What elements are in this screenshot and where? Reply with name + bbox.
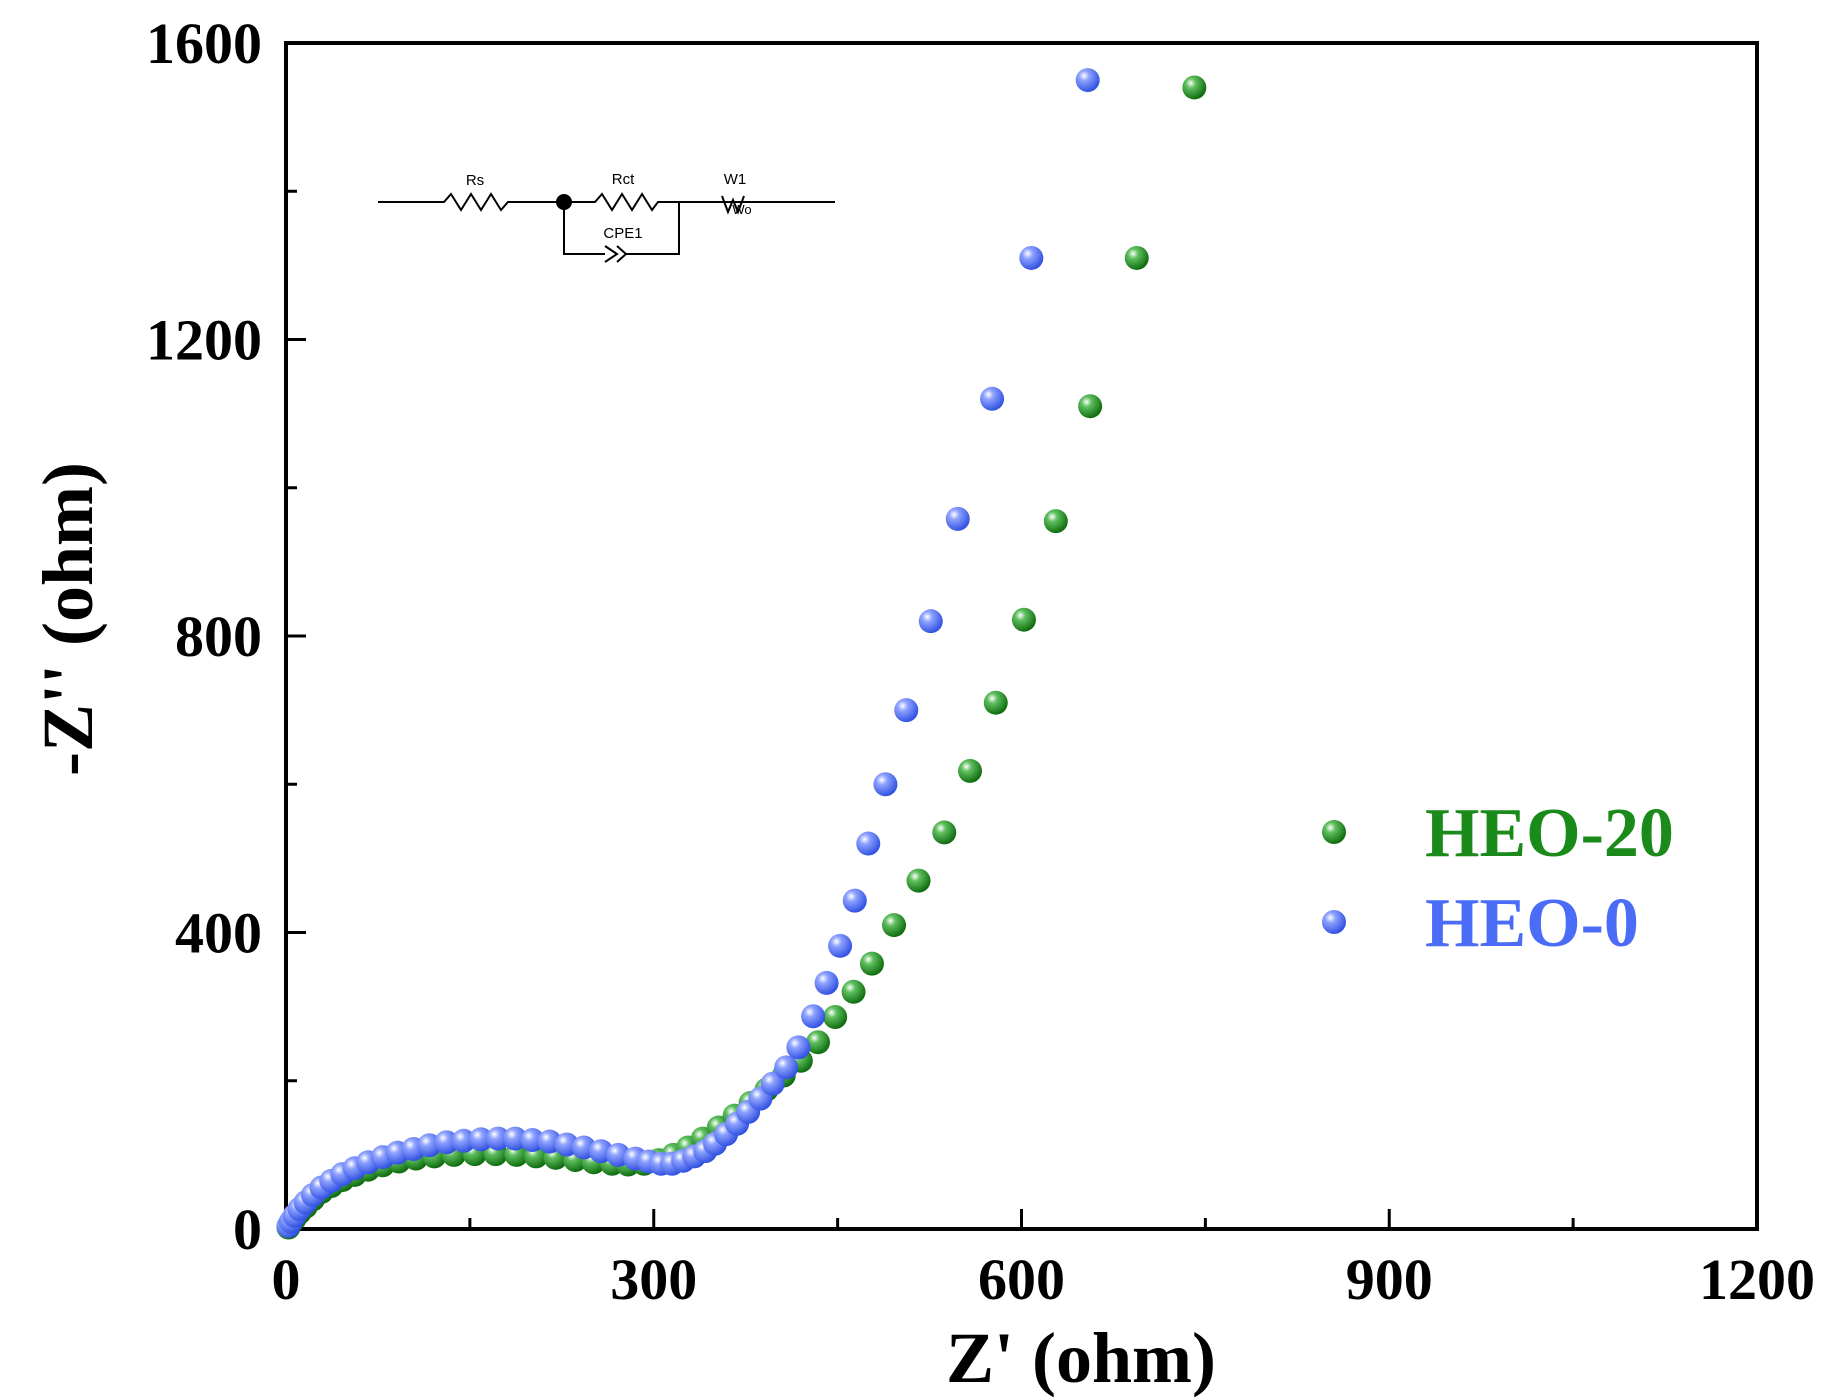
data-point bbox=[1075, 68, 1100, 93]
data-point bbox=[801, 1004, 826, 1029]
y-axis-title: -Z'' (ohm) bbox=[28, 462, 108, 776]
series-heo-0 bbox=[276, 68, 1100, 1239]
x-axis-title: Z' (ohm) bbox=[946, 1318, 1216, 1398]
x-tick-label: 300 bbox=[610, 1247, 697, 1312]
rct-label: Rct bbox=[612, 171, 635, 188]
rs-label: Rs bbox=[466, 172, 484, 189]
y-tick-label: 400 bbox=[175, 901, 262, 966]
data-point bbox=[894, 698, 919, 723]
data-point bbox=[823, 1005, 848, 1030]
data-point bbox=[1124, 245, 1149, 270]
x-tick-label: 0 bbox=[272, 1247, 301, 1312]
data-point bbox=[882, 913, 907, 938]
data-point bbox=[786, 1035, 811, 1060]
data-point bbox=[980, 386, 1005, 411]
data-point bbox=[1043, 509, 1068, 534]
y-tick-label: 0 bbox=[233, 1197, 262, 1262]
data-point bbox=[906, 868, 931, 893]
data-point bbox=[983, 690, 1008, 715]
axes bbox=[284, 41, 1759, 1231]
cpe1-label: CPE1 bbox=[603, 225, 642, 242]
y-tick-label: 1600 bbox=[146, 11, 262, 76]
x-tick-label: 600 bbox=[978, 1247, 1065, 1312]
series-heo-20 bbox=[276, 75, 1207, 1240]
data-point bbox=[873, 772, 898, 797]
data-point bbox=[1078, 394, 1103, 419]
data-point bbox=[856, 831, 881, 856]
equivalent-circuit-inset: Rs Rct W1 CPE1 Wo bbox=[378, 171, 835, 263]
y-tick-label: 1200 bbox=[146, 308, 262, 373]
legend-label-heo-0: HEO-0 bbox=[1425, 885, 1639, 962]
warburg-element bbox=[721, 195, 745, 215]
data-point bbox=[932, 820, 957, 845]
data-point bbox=[842, 888, 867, 913]
data-point bbox=[841, 979, 866, 1004]
plot-frame bbox=[284, 41, 1759, 1231]
data-points bbox=[276, 68, 1207, 1240]
data-point bbox=[918, 609, 943, 634]
data-point bbox=[814, 970, 839, 995]
data-point bbox=[451, 1128, 476, 1153]
data-point bbox=[774, 1055, 799, 1080]
w1-label: W1 bbox=[724, 171, 747, 188]
data-point bbox=[468, 1127, 493, 1152]
data-point bbox=[486, 1126, 511, 1151]
x-tick-label: 1200 bbox=[1699, 1247, 1815, 1312]
data-point bbox=[503, 1126, 528, 1151]
data-point bbox=[806, 1030, 831, 1055]
data-point bbox=[859, 951, 884, 976]
x-axis-ticks: 0 300 600 900 1200 bbox=[272, 1209, 1815, 1312]
legend-label-heo-20: HEO-20 bbox=[1425, 795, 1674, 872]
data-point bbox=[520, 1128, 545, 1153]
y-tick-label: 800 bbox=[175, 604, 262, 669]
wo-label: Wo bbox=[732, 202, 751, 217]
legend-marker-heo-0 bbox=[1322, 910, 1346, 934]
data-point bbox=[1182, 75, 1207, 100]
data-point bbox=[760, 1071, 785, 1096]
data-point bbox=[828, 933, 853, 958]
data-point bbox=[945, 506, 970, 531]
y-axis-ticks: 0 400 800 1200 1600 bbox=[146, 11, 306, 1262]
circuit-node bbox=[556, 194, 572, 210]
legend: HEO-20 HEO-0 bbox=[1322, 795, 1674, 962]
circuit-wiring bbox=[378, 192, 835, 263]
legend-marker-heo-20 bbox=[1322, 820, 1346, 844]
data-point bbox=[434, 1130, 459, 1155]
data-point bbox=[1011, 607, 1036, 632]
x-tick-label: 900 bbox=[1346, 1247, 1433, 1312]
data-point bbox=[958, 758, 983, 783]
data-point bbox=[1019, 245, 1044, 270]
